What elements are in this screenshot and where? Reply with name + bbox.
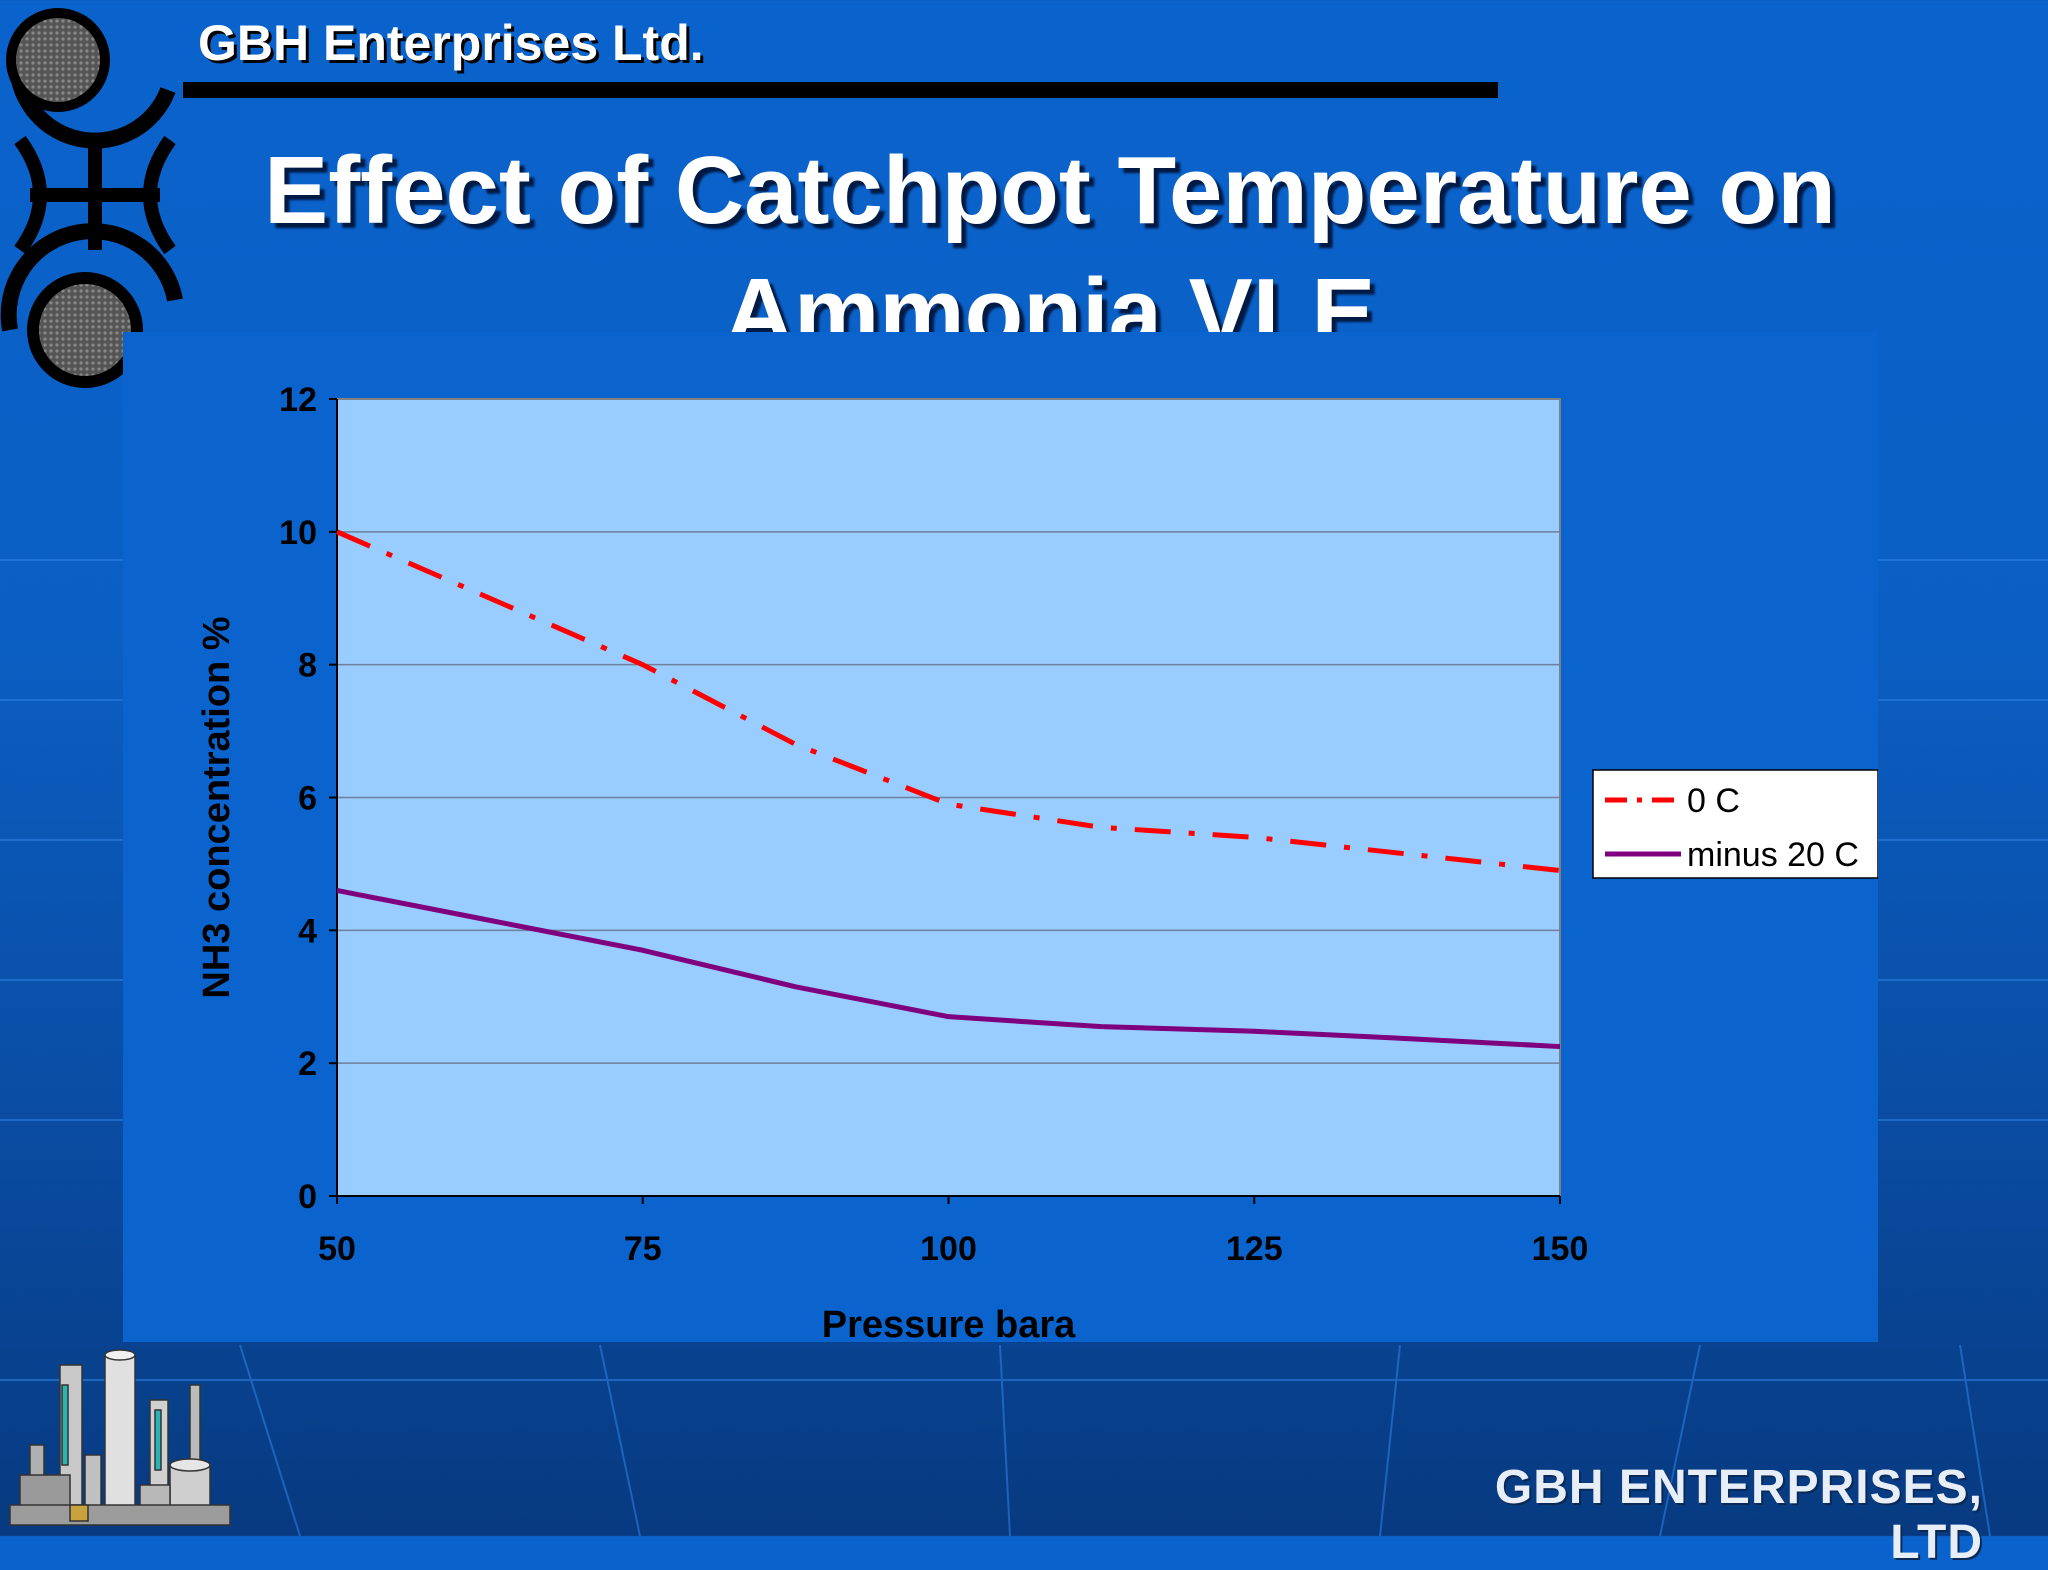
y-tick-label: 0 bbox=[298, 1178, 317, 1216]
y-axis-label: NH3 concentration % bbox=[196, 616, 238, 998]
x-tick-label: 100 bbox=[920, 1230, 977, 1268]
chart: 0 2 4 6 8 10 12 50 75 100 125 150 Pressure bara NH3 c… bbox=[196, 381, 1878, 1342]
x-tick-label: 50 bbox=[318, 1230, 356, 1268]
y-tick-label: 2 bbox=[298, 1045, 317, 1083]
series-line-minus-20c bbox=[336, 888, 1561, 1050]
chart-panel: 0 2 4 6 8 10 12 50 75 100 125 150 Pressure bara NH3 c… bbox=[123, 332, 1878, 1342]
legend-label: minus 20 C bbox=[1687, 836, 1859, 874]
slide-title-line-1: Effect of Catchpot Temperature on bbox=[264, 137, 1836, 244]
company-header: GBH Enterprises Ltd. bbox=[198, 15, 704, 71]
legend-label: 0 C bbox=[1687, 782, 1740, 820]
footer-brand: GBH ENTERPRISES, LTD bbox=[1494, 1461, 1983, 1569]
company-logo bbox=[0, 8, 183, 388]
header-rule bbox=[183, 82, 1498, 98]
y-tick-label: 12 bbox=[279, 381, 317, 419]
y-tick-label: 6 bbox=[298, 780, 317, 818]
y-tick-label: 8 bbox=[298, 647, 317, 685]
y-tick-label: 4 bbox=[298, 912, 317, 950]
x-tick-label: 75 bbox=[624, 1230, 662, 1268]
legend-box bbox=[1592, 769, 1878, 879]
x-tick-label: 150 bbox=[1532, 1230, 1589, 1268]
x-tick-label: 125 bbox=[1226, 1230, 1283, 1268]
plant-illustration bbox=[9, 1349, 231, 1526]
y-tick-label: 10 bbox=[279, 514, 317, 552]
x-axis-label: Pressure bara bbox=[822, 1304, 1076, 1342]
